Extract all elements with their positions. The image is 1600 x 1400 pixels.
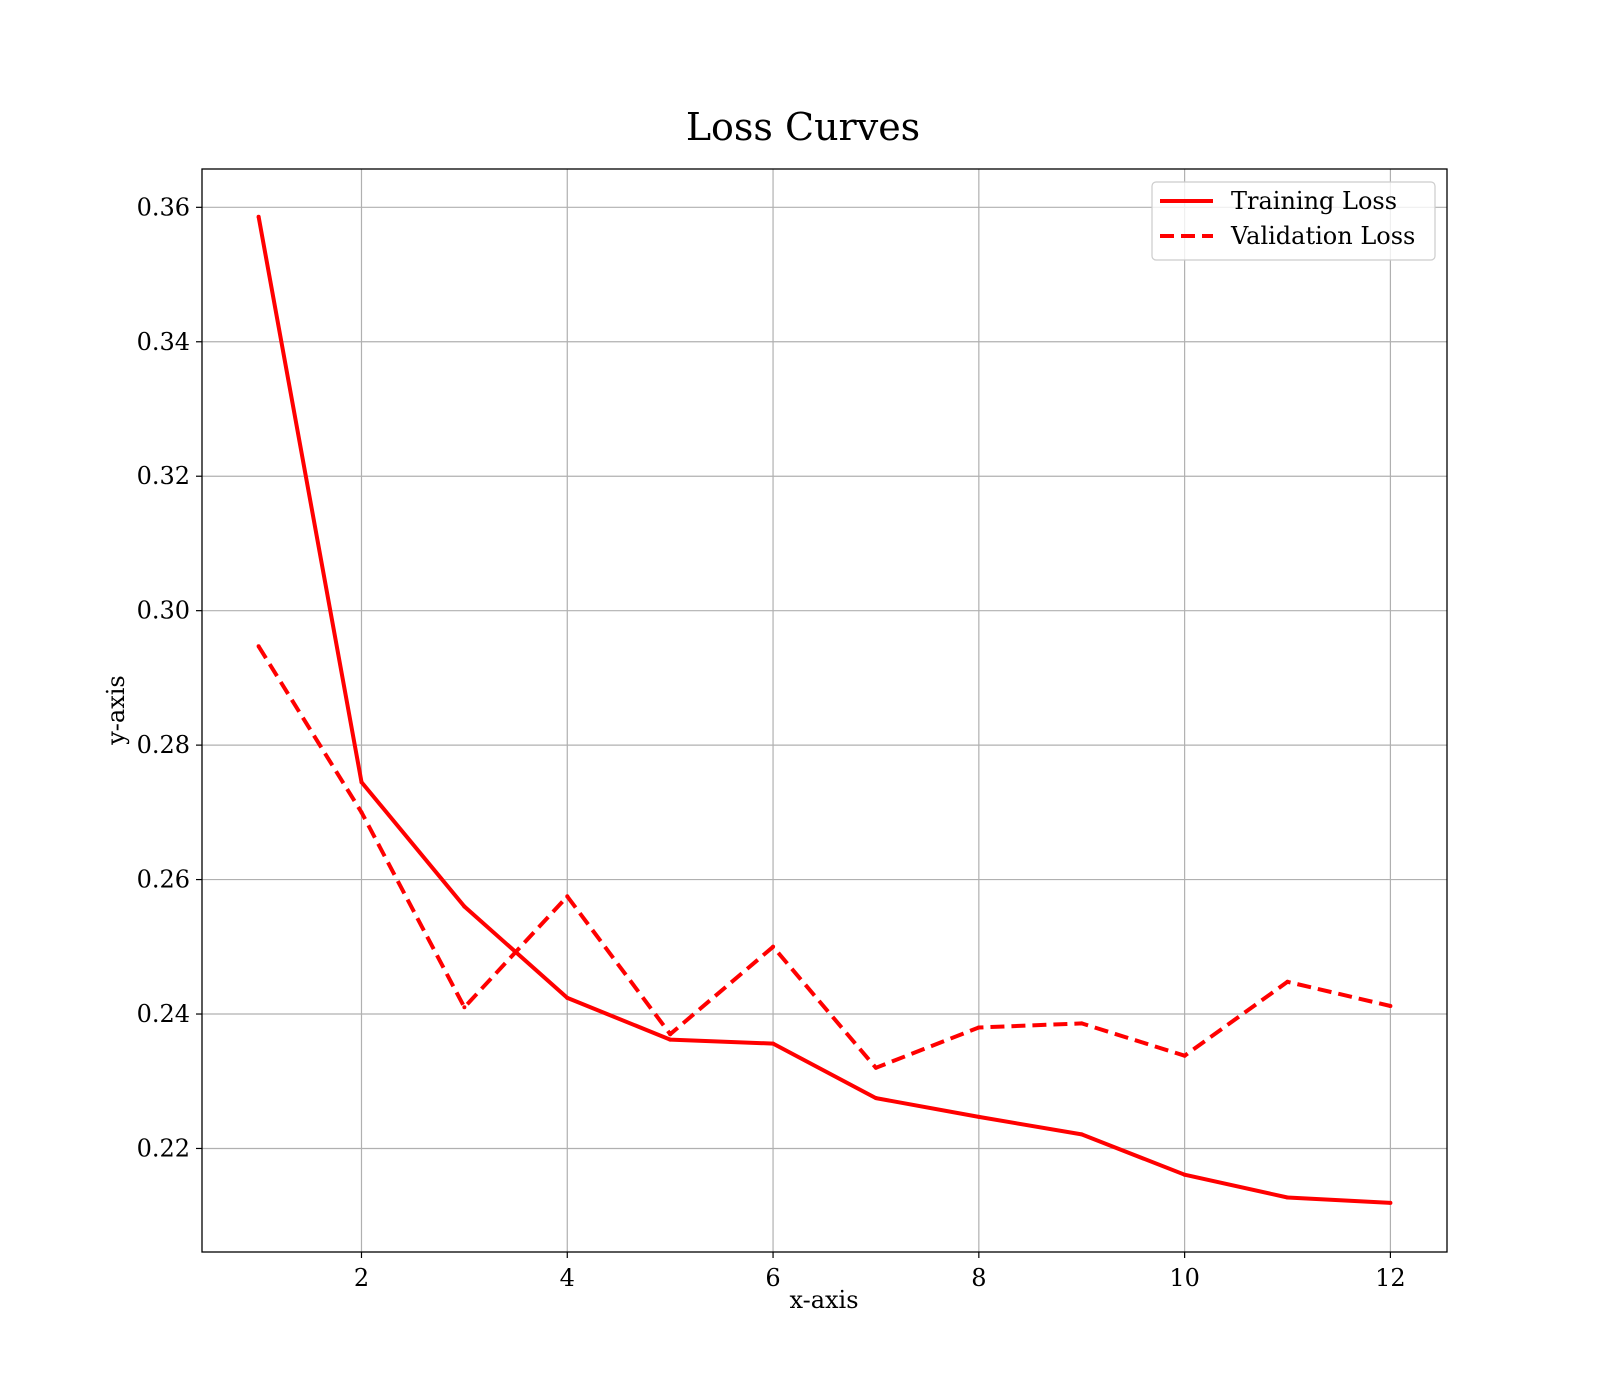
x-axis-label: x-axis <box>789 1286 858 1314</box>
y-tick-label: 0.32 <box>137 462 190 490</box>
data-point-training-loss <box>565 995 570 1000</box>
data-point-validation-loss <box>1388 1003 1393 1008</box>
plot-area-frame <box>201 168 1448 1253</box>
y-tick-label: 0.28 <box>137 731 190 759</box>
x-tick-label: 12 <box>1375 1264 1406 1292</box>
data-point-validation-loss <box>873 1065 878 1070</box>
grid <box>202 169 1447 1252</box>
data-point-training-loss <box>1182 1172 1187 1177</box>
data-point-training-loss <box>1079 1132 1084 1137</box>
x-tick-label: 4 <box>560 1264 575 1292</box>
legend-label-training-loss: Training Loss <box>1231 187 1397 215</box>
data-point-validation-loss <box>565 894 570 899</box>
series-line-training-loss <box>256 216 1391 1205</box>
series-group <box>256 214 1393 1205</box>
data-point-training-loss <box>668 1037 673 1042</box>
y-tick-label: 0.34 <box>137 328 190 356</box>
data-point-validation-loss <box>1079 1021 1084 1026</box>
data-point-validation-loss <box>1182 1053 1187 1058</box>
legend: Training Loss Validation Loss <box>1151 181 1436 261</box>
y-tick-label: 0.24 <box>137 1000 190 1028</box>
data-point-validation-loss <box>256 644 261 649</box>
data-point-training-loss <box>873 1096 878 1101</box>
data-point-validation-loss <box>1285 979 1290 984</box>
y-axis-ticks: 0.22 0.24 0.26 0.28 0.30 0.32 0.34 0.36 <box>137 193 202 1162</box>
data-point-training-loss <box>256 214 261 219</box>
data-point-validation-loss <box>462 1005 467 1010</box>
data-point-training-loss <box>359 780 364 785</box>
x-axis-ticks: 2 4 6 8 10 12 <box>354 1252 1406 1292</box>
y-tick-label: 0.30 <box>137 597 190 625</box>
data-point-validation-loss <box>771 944 776 949</box>
data-point-training-loss <box>976 1114 981 1119</box>
y-axis-label: y-axis <box>102 675 130 746</box>
data-point-training-loss <box>462 904 467 909</box>
legend-box <box>1151 181 1436 261</box>
legend-label-validation-loss: Validation Loss <box>1230 222 1415 250</box>
data-point-training-loss <box>1388 1200 1393 1205</box>
x-tick-label: 8 <box>971 1264 986 1292</box>
data-point-training-loss <box>771 1041 776 1046</box>
y-tick-label: 0.22 <box>137 1134 190 1162</box>
data-point-validation-loss <box>359 810 364 815</box>
y-tick-label: 0.26 <box>137 866 190 894</box>
data-point-training-loss <box>1285 1195 1290 1200</box>
series-line-validation-loss <box>256 645 1391 1070</box>
x-tick-label: 2 <box>354 1264 369 1292</box>
chart-title: Loss Curves <box>686 105 920 149</box>
x-tick-label: 6 <box>765 1264 780 1292</box>
y-tick-label: 0.36 <box>137 193 190 221</box>
x-tick-label: 10 <box>1169 1264 1200 1292</box>
data-point-validation-loss <box>976 1025 981 1030</box>
data-point-validation-loss <box>668 1032 673 1037</box>
